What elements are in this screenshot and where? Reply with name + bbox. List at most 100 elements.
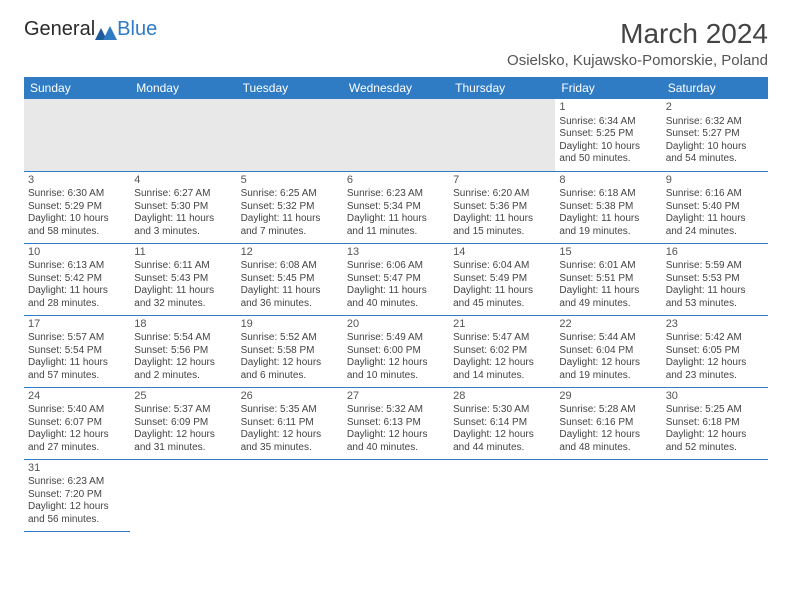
cell-line-ss: Sunset: 5:32 PM — [241, 201, 339, 214]
cell-line-d1: Daylight: 12 hours — [559, 429, 657, 442]
cell-line-sr: Sunrise: 5:47 AM — [453, 332, 551, 345]
cell-line-d1: Daylight: 11 hours — [666, 285, 764, 298]
calendar-cell — [555, 459, 661, 531]
cell-line-d2: and 57 minutes. — [28, 370, 126, 383]
calendar-cell — [449, 99, 555, 171]
cell-line-ss: Sunset: 6:11 PM — [241, 417, 339, 430]
cell-line-d2: and 58 minutes. — [28, 226, 126, 239]
calendar-table: SundayMondayTuesdayWednesdayThursdayFrid… — [24, 77, 768, 532]
cell-line-sr: Sunrise: 6:18 AM — [559, 188, 657, 201]
header: General Blue March 2024 Osielsko, Kujaws… — [24, 18, 768, 69]
logo: General Blue — [24, 18, 157, 41]
cell-line-sr: Sunrise: 6:06 AM — [347, 260, 445, 273]
cell-line-d2: and 44 minutes. — [453, 442, 551, 455]
day-number: 23 — [666, 318, 764, 332]
cell-line-ss: Sunset: 7:20 PM — [28, 489, 126, 502]
weekday-header: Friday — [555, 77, 661, 99]
calendar-cell — [237, 459, 343, 531]
weekday-header: Saturday — [662, 77, 768, 99]
day-number: 19 — [241, 318, 339, 332]
day-number: 14 — [453, 246, 551, 260]
cell-line-d2: and 45 minutes. — [453, 298, 551, 311]
cell-line-ss: Sunset: 6:04 PM — [559, 345, 657, 358]
cell-line-ss: Sunset: 5:51 PM — [559, 273, 657, 286]
cell-line-d1: Daylight: 11 hours — [559, 213, 657, 226]
cell-line-sr: Sunrise: 6:01 AM — [559, 260, 657, 273]
cell-line-sr: Sunrise: 6:25 AM — [241, 188, 339, 201]
cell-line-ss: Sunset: 5:25 PM — [559, 128, 657, 141]
cell-line-d1: Daylight: 11 hours — [347, 285, 445, 298]
cell-line-d2: and 49 minutes. — [559, 298, 657, 311]
cell-line-d1: Daylight: 12 hours — [241, 429, 339, 442]
day-number: 13 — [347, 246, 445, 260]
day-number: 31 — [28, 462, 126, 476]
calendar-cell: 11Sunrise: 6:11 AMSunset: 5:43 PMDayligh… — [130, 243, 236, 315]
calendar-cell: 12Sunrise: 6:08 AMSunset: 5:45 PMDayligh… — [237, 243, 343, 315]
calendar-cell: 23Sunrise: 5:42 AMSunset: 6:05 PMDayligh… — [662, 315, 768, 387]
cell-line-ss: Sunset: 5:38 PM — [559, 201, 657, 214]
cell-line-d1: Daylight: 11 hours — [28, 285, 126, 298]
weekday-header: Sunday — [24, 77, 130, 99]
calendar-cell — [237, 99, 343, 171]
cell-line-ss: Sunset: 5:53 PM — [666, 273, 764, 286]
cell-line-ss: Sunset: 5:56 PM — [134, 345, 232, 358]
cell-line-d2: and 40 minutes. — [347, 298, 445, 311]
calendar-cell — [343, 99, 449, 171]
cell-line-d2: and 32 minutes. — [134, 298, 232, 311]
day-number: 8 — [559, 174, 657, 188]
calendar-body: 1Sunrise: 6:34 AMSunset: 5:25 PMDaylight… — [24, 99, 768, 531]
cell-line-d1: Daylight: 12 hours — [453, 429, 551, 442]
cell-line-sr: Sunrise: 5:57 AM — [28, 332, 126, 345]
calendar-cell: 26Sunrise: 5:35 AMSunset: 6:11 PMDayligh… — [237, 387, 343, 459]
calendar-week-row: 10Sunrise: 6:13 AMSunset: 5:42 PMDayligh… — [24, 243, 768, 315]
calendar-cell: 17Sunrise: 5:57 AMSunset: 5:54 PMDayligh… — [24, 315, 130, 387]
cell-line-ss: Sunset: 5:36 PM — [453, 201, 551, 214]
day-number: 24 — [28, 390, 126, 404]
cell-line-ss: Sunset: 5:40 PM — [666, 201, 764, 214]
cell-line-sr: Sunrise: 6:23 AM — [28, 476, 126, 489]
day-number: 22 — [559, 318, 657, 332]
calendar-week-row: 24Sunrise: 5:40 AMSunset: 6:07 PMDayligh… — [24, 387, 768, 459]
calendar-cell — [662, 459, 768, 531]
calendar-cell: 14Sunrise: 6:04 AMSunset: 5:49 PMDayligh… — [449, 243, 555, 315]
day-number: 11 — [134, 246, 232, 260]
calendar-week-row: 17Sunrise: 5:57 AMSunset: 5:54 PMDayligh… — [24, 315, 768, 387]
cell-line-ss: Sunset: 6:16 PM — [559, 417, 657, 430]
cell-line-sr: Sunrise: 5:52 AM — [241, 332, 339, 345]
day-number: 1 — [559, 101, 657, 115]
cell-line-d1: Daylight: 11 hours — [347, 213, 445, 226]
cell-line-d2: and 19 minutes. — [559, 370, 657, 383]
cell-line-d1: Daylight: 12 hours — [134, 357, 232, 370]
weekday-header: Tuesday — [237, 77, 343, 99]
cell-line-sr: Sunrise: 6:32 AM — [666, 116, 764, 129]
cell-line-sr: Sunrise: 5:35 AM — [241, 404, 339, 417]
cell-line-sr: Sunrise: 6:04 AM — [453, 260, 551, 273]
day-number: 27 — [347, 390, 445, 404]
cell-line-sr: Sunrise: 5:25 AM — [666, 404, 764, 417]
cell-line-d2: and 23 minutes. — [666, 370, 764, 383]
cell-line-sr: Sunrise: 6:13 AM — [28, 260, 126, 273]
calendar-cell: 7Sunrise: 6:20 AMSunset: 5:36 PMDaylight… — [449, 171, 555, 243]
logo-text-general: General — [24, 18, 95, 41]
cell-line-ss: Sunset: 6:05 PM — [666, 345, 764, 358]
calendar-cell — [343, 459, 449, 531]
cell-line-ss: Sunset: 6:13 PM — [347, 417, 445, 430]
cell-line-d1: Daylight: 11 hours — [134, 213, 232, 226]
calendar-cell: 3Sunrise: 6:30 AMSunset: 5:29 PMDaylight… — [24, 171, 130, 243]
cell-line-d2: and 40 minutes. — [347, 442, 445, 455]
calendar-cell: 31Sunrise: 6:23 AMSunset: 7:20 PMDayligh… — [24, 459, 130, 531]
day-number: 10 — [28, 246, 126, 260]
calendar-cell: 18Sunrise: 5:54 AMSunset: 5:56 PMDayligh… — [130, 315, 236, 387]
cell-line-d2: and 50 minutes. — [559, 153, 657, 166]
cell-line-sr: Sunrise: 5:40 AM — [28, 404, 126, 417]
day-number: 20 — [347, 318, 445, 332]
flag-icon — [95, 23, 117, 37]
cell-line-sr: Sunrise: 5:49 AM — [347, 332, 445, 345]
cell-line-d1: Daylight: 12 hours — [347, 357, 445, 370]
day-number: 16 — [666, 246, 764, 260]
calendar-cell: 9Sunrise: 6:16 AMSunset: 5:40 PMDaylight… — [662, 171, 768, 243]
cell-line-d1: Daylight: 12 hours — [559, 357, 657, 370]
day-number: 5 — [241, 174, 339, 188]
calendar-cell — [130, 459, 236, 531]
location: Osielsko, Kujawsko-Pomorskie, Poland — [507, 52, 768, 69]
